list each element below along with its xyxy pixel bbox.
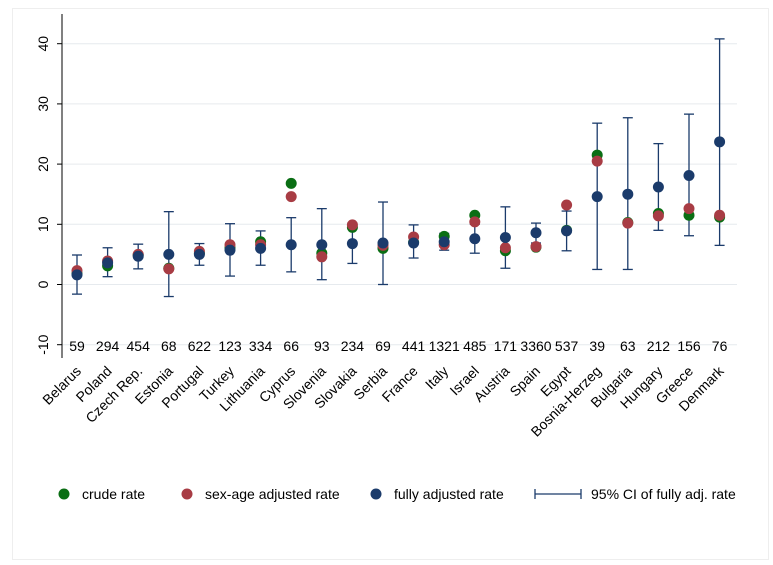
legend: crude rate sex-age adjusted rate fully adj… <box>58 486 736 502</box>
sex-age-rate-point <box>499 242 511 254</box>
count-label: 66 <box>283 338 299 354</box>
count-label: 334 <box>249 338 273 354</box>
fully-adjusted-rate-point <box>469 233 481 245</box>
legend-item: fully adjusted rate <box>370 486 504 502</box>
count-label: 234 <box>341 338 365 354</box>
fully-adjusted-rate-point <box>285 239 297 251</box>
count-label: 93 <box>314 338 330 354</box>
y-tick-label: 40 <box>35 36 51 52</box>
fully-adjusted-rate-point <box>408 237 420 249</box>
fully-adjusted-rate-point <box>652 181 664 193</box>
fully-adjusted-rate-point <box>224 244 236 256</box>
fully-adjusted-rate-point <box>591 191 603 203</box>
sex-age-rate-point <box>163 263 175 275</box>
count-label: 537 <box>555 338 579 354</box>
count-label: 3360 <box>520 338 551 354</box>
legend-label: sex-age adjusted rate <box>205 486 340 502</box>
count-label: 622 <box>188 338 212 354</box>
fully-adjusted-rate-point <box>622 188 634 200</box>
count-label: 294 <box>96 338 120 354</box>
legend-item: crude rate <box>58 486 145 502</box>
count-label: 59 <box>69 338 85 354</box>
count-label: 156 <box>677 338 701 354</box>
legend-item: 95% CI of fully adj. rate <box>534 486 736 502</box>
sex-age-rate-point <box>652 210 664 222</box>
sex-age-rate-point <box>316 251 328 263</box>
sex-age-rate-point <box>346 219 358 231</box>
fully-adjusted-rate-point <box>316 239 328 251</box>
count-labels: 59 294 454 68 622 123 334 66 93 234 69 441 1321 485 17… <box>69 338 727 354</box>
x-tick-label: Spain <box>506 363 543 400</box>
count-label: 485 <box>463 338 487 354</box>
sex-age-rate-point <box>530 241 542 253</box>
count-label: 123 <box>218 338 242 354</box>
legend-marker <box>58 488 70 500</box>
fully-adjusted-rate-point <box>377 237 389 249</box>
fully-adjusted-rate-point <box>714 136 726 148</box>
fully-adjusted-rate-point <box>132 250 144 262</box>
fully-adjusted-rate-point <box>346 238 358 250</box>
sex-age-rate-point <box>469 216 481 228</box>
sex-age-rate-point <box>561 199 573 211</box>
sex-age-rate-point <box>285 191 297 203</box>
data-points <box>71 136 726 281</box>
grid-lines <box>62 43 737 346</box>
count-label: 76 <box>712 338 728 354</box>
legend-label: 95% CI of fully adj. rate <box>591 486 736 502</box>
crude-rate-point <box>285 177 297 189</box>
y-tick-label: -10 <box>35 334 51 354</box>
fully-adjusted-rate-point <box>683 170 695 182</box>
legend-marker <box>370 488 382 500</box>
count-label: 441 <box>402 338 426 354</box>
count-label: 171 <box>494 338 518 354</box>
sex-age-rate-point <box>714 209 726 221</box>
fully-adjusted-rate-point <box>193 248 205 260</box>
chart-frame <box>12 8 769 560</box>
sex-age-rate-point <box>683 203 695 215</box>
fully-adjusted-rate-point <box>561 225 573 237</box>
fully-adjusted-rate-point <box>499 232 511 244</box>
fully-adjusted-rate-point <box>71 269 83 281</box>
legend-marker <box>181 488 193 500</box>
count-label: 1321 <box>429 338 460 354</box>
fully-adjusted-rate-point <box>530 227 542 239</box>
y-axis: -10 0 10 20 30 40 <box>35 14 63 358</box>
y-tick-label: 10 <box>35 216 51 232</box>
legend-item: sex-age adjusted rate <box>181 486 340 502</box>
fully-adjusted-rate-point <box>438 236 450 248</box>
sex-age-rate-point <box>591 155 603 167</box>
count-label: 212 <box>647 338 671 354</box>
y-tick-label: 20 <box>35 156 51 172</box>
x-tick-label: Belarus <box>39 363 84 408</box>
sex-age-rate-point <box>622 217 634 229</box>
count-label: 39 <box>589 338 605 354</box>
legend-label: crude rate <box>82 486 145 502</box>
fully-adjusted-rate-point <box>102 257 114 269</box>
fully-adjusted-rate-point <box>255 242 267 254</box>
count-label: 63 <box>620 338 636 354</box>
count-label: 454 <box>127 338 151 354</box>
legend-label: fully adjusted rate <box>394 486 504 502</box>
y-tick-label: 0 <box>35 280 51 288</box>
count-label: 69 <box>375 338 391 354</box>
count-label: 68 <box>161 338 177 354</box>
y-tick-label: 30 <box>35 96 51 112</box>
fully-adjusted-rate-point <box>163 248 175 260</box>
